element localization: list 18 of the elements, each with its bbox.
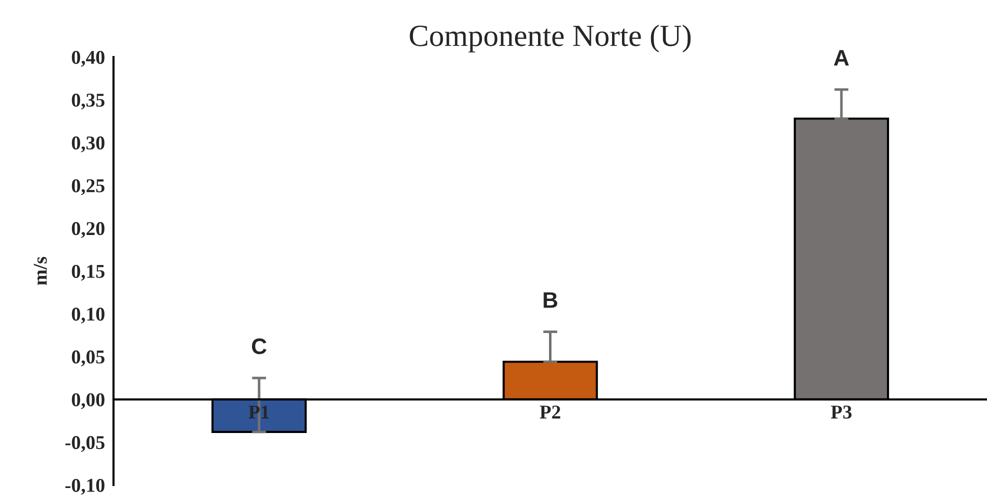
annotation: B: [544, 292, 558, 308]
y-tick-label: 0,00: [72, 393, 104, 410]
y-tick-label: 0,05: [72, 350, 104, 366]
y-tick-label: 0,30: [72, 136, 104, 152]
annotation: A: [834, 50, 849, 66]
y-tick-label: -0,05: [65, 436, 104, 452]
x-tick-label: P2: [540, 406, 560, 418]
y-tick-label: 0,15: [72, 264, 104, 281]
y-tick-label: 0,35: [72, 94, 104, 110]
y-tick-label: 0,25: [72, 179, 104, 196]
y-tick-label: 0,40: [72, 50, 104, 67]
x-tick-label: P3: [830, 406, 852, 419]
y-axis-title: m/s: [34, 256, 47, 286]
y-tick-label: -0,10: [65, 478, 104, 495]
y-tick-label: 0,10: [72, 308, 104, 324]
chart-title: Componente Norte (U): [410, 24, 691, 52]
y-tick-label: 0,20: [72, 222, 104, 238]
annotation: C: [252, 338, 267, 354]
